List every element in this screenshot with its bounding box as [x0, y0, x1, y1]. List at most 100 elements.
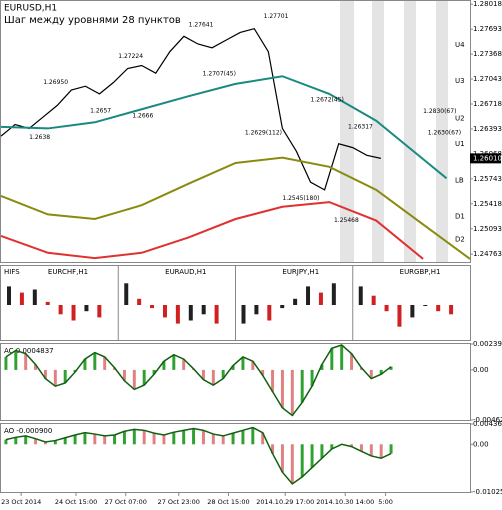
pair-label: EURAUD,H1	[165, 268, 206, 276]
annotation: 1.2672(45)	[311, 97, 344, 104]
histogram-bar	[4, 356, 8, 370]
panel-title: AC 0.0004837	[4, 347, 54, 355]
histogram-bar	[300, 444, 304, 477]
mini-bar	[423, 305, 428, 306]
histogram-bar	[172, 354, 176, 370]
chart-subtitle: Шаг между уровнями 28 пунктов	[4, 15, 181, 26]
x-tick-label: 5:00	[378, 498, 393, 506]
price-line	[0, 201, 424, 260]
mini-bar	[71, 305, 76, 321]
histogram-bar	[14, 350, 18, 370]
histogram-bar	[63, 369, 67, 383]
histogram-bar	[261, 369, 265, 376]
histogram-bar	[221, 369, 225, 379]
pair-label: EURGBP,H1	[400, 268, 441, 276]
histogram-bar	[43, 441, 47, 445]
histogram-bar	[231, 433, 235, 445]
y-tick-label: 1.26718	[473, 100, 502, 108]
pair-label: EURJPY,H1	[282, 268, 319, 276]
y-tick-label: -0.00462	[473, 416, 502, 424]
level-label: U1	[455, 140, 465, 148]
mini-bar	[358, 286, 363, 305]
annotation: 1.2830(67)	[423, 108, 456, 115]
level-label: U4	[455, 41, 465, 49]
histogram-bar	[251, 427, 255, 445]
mini-bar	[241, 305, 246, 324]
price-line	[0, 75, 448, 180]
y-tick-label: 0.00	[473, 440, 489, 448]
x-tick-label: 27 Oct 07:00	[105, 498, 147, 506]
x-tick-label: 2014.10.30 14:00	[316, 498, 374, 506]
histogram-bar	[34, 438, 38, 445]
mini-bar	[19, 292, 24, 305]
histogram-bar	[73, 434, 77, 445]
histogram-bar	[152, 369, 156, 375]
annotation: 1.2666	[132, 113, 153, 120]
histogram-bar	[24, 435, 28, 445]
histogram-bar	[389, 366, 393, 370]
histogram-bar	[271, 369, 275, 392]
annotation: 1.2707(45)	[203, 70, 236, 77]
histogram-bar	[340, 344, 344, 370]
histogram-bar	[113, 434, 117, 445]
x-tick-label: 2014.10.29 17:00	[256, 498, 314, 506]
histogram-bar	[241, 356, 245, 370]
mini-bar	[267, 305, 272, 321]
mini-bar	[397, 305, 402, 327]
histogram-bar	[132, 429, 136, 445]
histogram-bar	[271, 444, 275, 454]
indicator-line	[5, 344, 392, 417]
pair-label: EURCHF,H1	[48, 268, 88, 276]
histogram-bar	[201, 430, 205, 445]
mini-bar	[254, 305, 259, 315]
annotation: 1.2545(180)	[282, 195, 319, 202]
mini-bar	[280, 305, 285, 309]
histogram-bar	[320, 444, 324, 459]
x-tick-label: 24 Oct 15:00	[55, 498, 97, 506]
level-label: LB	[455, 177, 464, 185]
histogram-bar	[280, 444, 284, 473]
annotation: 1.27224	[118, 53, 143, 60]
level-label: D2	[455, 236, 465, 244]
y-tick-label: 0.00	[473, 366, 489, 374]
histogram-bar	[172, 432, 176, 445]
mini-bar	[371, 295, 376, 305]
histogram-bar	[93, 352, 97, 370]
y-tick-label: 1.25093	[473, 225, 502, 233]
mini-bar	[84, 305, 89, 312]
histogram-bar	[369, 444, 373, 456]
mini-bar	[45, 301, 50, 305]
mini-bar	[306, 286, 311, 305]
histogram-bar	[201, 369, 205, 380]
mini-bar	[436, 305, 441, 312]
y-tick-label: 1.28018	[473, 0, 502, 8]
panel-title: AO -0.000900	[4, 427, 52, 435]
y-tick-label: 1.24763	[473, 250, 502, 258]
y-tick-label: 1.27043	[473, 75, 502, 83]
mini-bar	[214, 305, 219, 324]
histogram-bar	[182, 359, 186, 370]
histogram-bar	[34, 364, 38, 370]
current-price-box	[470, 153, 501, 164]
price-line	[0, 156, 471, 260]
annotation: 1.2638	[29, 134, 50, 141]
indicator-line	[5, 426, 392, 485]
histogram-bar	[192, 428, 196, 445]
annotation: 1.26317	[348, 123, 373, 130]
y-tick-label: 1.27693	[473, 25, 502, 33]
mini-bar	[331, 283, 336, 305]
histogram-bar	[310, 369, 314, 387]
histogram-bar	[300, 369, 304, 403]
histogram-bar	[231, 365, 235, 370]
mini-bar	[32, 289, 37, 305]
histogram-bar	[43, 369, 47, 379]
histogram-bar	[221, 435, 225, 445]
mini-bar	[162, 305, 167, 318]
y-tick-label: 1.25418	[473, 200, 502, 208]
histogram-bar	[63, 437, 67, 445]
histogram-bar	[14, 437, 18, 445]
annotation: 1.2629(112)	[245, 130, 282, 137]
mini-bar	[188, 305, 193, 321]
